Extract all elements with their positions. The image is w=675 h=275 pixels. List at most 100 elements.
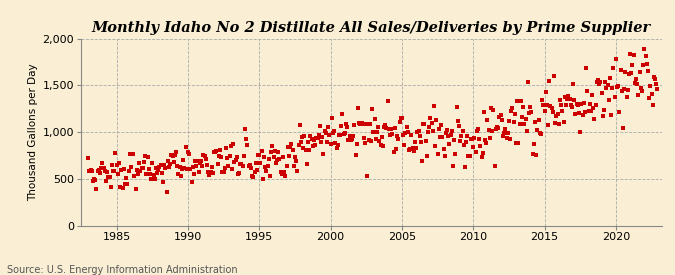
Point — [549, 74, 560, 78]
Point — [396, 116, 406, 120]
Point — [491, 125, 502, 130]
Point — [316, 140, 327, 144]
Point — [474, 137, 485, 141]
Point — [622, 88, 633, 92]
Point — [176, 173, 186, 178]
Point — [595, 80, 605, 84]
Point — [640, 53, 651, 58]
Point — [86, 169, 97, 174]
Point — [324, 133, 335, 137]
Point — [612, 85, 622, 89]
Point — [282, 145, 293, 149]
Point — [319, 129, 330, 133]
Point — [202, 170, 213, 174]
Point — [527, 152, 538, 156]
Point — [543, 122, 554, 127]
Point — [537, 98, 547, 102]
Point — [210, 150, 221, 154]
Point — [153, 167, 163, 172]
Point — [313, 133, 324, 137]
Point — [355, 122, 366, 127]
Point — [312, 136, 323, 140]
Point — [166, 153, 177, 157]
Point — [521, 129, 532, 134]
Point — [266, 150, 277, 154]
Point — [531, 153, 541, 157]
Point — [154, 164, 165, 169]
Point — [227, 141, 238, 146]
Point — [404, 148, 414, 152]
Point — [564, 97, 575, 101]
Point — [380, 122, 391, 127]
Point — [626, 71, 637, 76]
Point — [430, 143, 441, 148]
Point — [284, 154, 294, 159]
Point — [600, 79, 611, 84]
Point — [437, 134, 448, 139]
Point — [477, 151, 488, 155]
Point — [182, 150, 193, 154]
Point — [522, 79, 533, 84]
Point — [101, 179, 111, 183]
Point — [590, 103, 601, 108]
Point — [299, 134, 310, 139]
Point — [463, 154, 474, 159]
Point — [191, 164, 202, 168]
Point — [83, 156, 94, 160]
Point — [647, 103, 658, 108]
Point — [431, 118, 441, 122]
Point — [520, 116, 531, 121]
Point — [148, 173, 159, 177]
Point — [407, 145, 418, 150]
Point — [140, 154, 151, 159]
Point — [602, 83, 613, 87]
Point — [444, 142, 455, 146]
Point — [127, 152, 138, 156]
Point — [130, 187, 141, 191]
Point — [493, 126, 504, 130]
Point — [525, 105, 536, 109]
Point — [510, 112, 520, 116]
Point — [481, 141, 491, 145]
Point — [342, 125, 352, 129]
Point — [382, 99, 393, 103]
Point — [331, 146, 342, 150]
Point — [263, 157, 274, 161]
Point — [207, 170, 218, 175]
Point — [230, 158, 241, 163]
Point — [632, 82, 643, 86]
Point — [618, 126, 628, 130]
Point — [163, 165, 174, 169]
Point — [349, 123, 360, 127]
Point — [327, 116, 338, 121]
Point — [585, 102, 595, 106]
Point — [348, 134, 358, 139]
Point — [165, 162, 176, 166]
Point — [377, 144, 388, 148]
Point — [507, 106, 518, 111]
Point — [217, 169, 228, 174]
Point — [174, 165, 185, 170]
Point — [155, 163, 166, 167]
Point — [224, 154, 235, 158]
Point — [93, 167, 104, 172]
Point — [113, 172, 124, 177]
Point — [268, 155, 279, 160]
Point — [149, 177, 160, 181]
Point — [290, 155, 300, 159]
Point — [325, 142, 336, 147]
Point — [455, 139, 466, 143]
Point — [645, 84, 655, 89]
Point — [405, 146, 416, 151]
Point — [470, 150, 481, 154]
Point — [102, 170, 113, 174]
Point — [280, 174, 291, 178]
Point — [169, 153, 180, 158]
Point — [555, 97, 566, 102]
Point — [204, 173, 215, 177]
Point — [193, 170, 204, 175]
Point — [97, 161, 108, 165]
Point — [421, 154, 432, 159]
Point — [416, 140, 427, 144]
Point — [302, 140, 313, 144]
